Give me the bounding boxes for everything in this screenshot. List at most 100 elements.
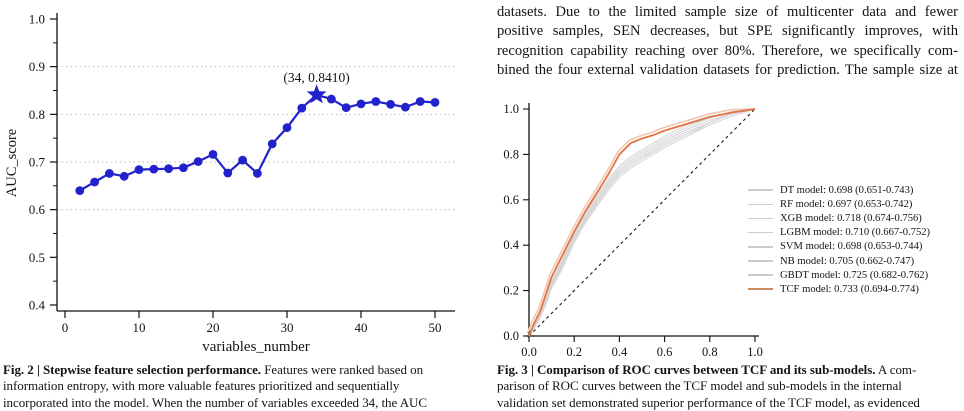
- legend-row-rf: RF model: 0.697 (0.653-0.742): [748, 197, 930, 211]
- fig2-ytick-label: 0.7: [29, 155, 46, 170]
- fig2-xtick-label: 0: [62, 320, 69, 335]
- legend-swatch: [748, 246, 773, 248]
- roc-curve-nb: [528, 108, 756, 337]
- legend-row-gbdt: GBDT model: 0.725 (0.682-0.762): [748, 268, 930, 282]
- fig2-axes: 0.4 0.5 0.6 0.7 0.8 0.9 1.0 0 10 20 30 40 50: [29, 12, 455, 335]
- fig2-xtick-label: 50: [429, 320, 442, 335]
- legend-label: XGB model: 0.718 (0.674-0.756): [780, 212, 922, 224]
- roc-curve-svm: [528, 108, 756, 337]
- roc-ytick-label: 1.0: [503, 102, 519, 116]
- roc-xtick-label: 0.4: [612, 345, 628, 359]
- fig2-data-point: [386, 99, 395, 109]
- legend-swatch: [748, 260, 773, 262]
- fig2-data-point: [208, 149, 218, 159]
- fig2-data-point: [75, 186, 85, 196]
- legend-swatch: [748, 274, 773, 276]
- roc-chart: 0.0 0.2 0.4 0.6 0.8 1.0 0.0 0.2 0.4 0.6 0.8 1.0: [503, 102, 762, 359]
- legend-row-lgbm: LGBM model: 0.710 (0.667-0.752): [748, 226, 930, 240]
- roc-axes: 0.0 0.2 0.4 0.6 0.8 1.0 0.0 0.2 0.4 0.6 0.8 1.0: [503, 102, 762, 359]
- fig2-data-point: [253, 169, 262, 178]
- body-text: datasets. Due to the limited sample size…: [497, 3, 958, 81]
- fig2-data-point: [179, 163, 188, 173]
- fig2-ytick-label: 0.8: [29, 107, 45, 122]
- roc-ytick-label: 0.4: [503, 238, 519, 252]
- fig2-gridlines: [57, 66, 455, 211]
- roc-curve-gbdt: [528, 108, 756, 337]
- fig2-ytick-label: 0.4: [29, 298, 46, 313]
- roc-curve-xgb: [528, 108, 756, 337]
- fig2-data-point: [90, 177, 99, 187]
- roc-ytick-label: 0.0: [503, 329, 519, 343]
- legend-swatch: [748, 203, 773, 206]
- fig2-data-point: [415, 97, 425, 106]
- fig2-series: [75, 84, 440, 196]
- legend-label: SVM model: 0.698 (0.653-0.744): [780, 241, 923, 253]
- fig2-data-point: [430, 98, 440, 107]
- fig2-yaxis-label: AUC_score: [4, 129, 20, 197]
- fig2-ytick-label: 0.6: [29, 202, 46, 217]
- fig3-caption-line1: Fig. 3 | Comparison of ROC curves betwee…: [497, 362, 917, 377]
- body-text-line: bined the four external validation datas…: [497, 62, 958, 79]
- roc-xtick-label: 1.0: [747, 345, 763, 359]
- fig2-data-point: [341, 103, 351, 113]
- fig2-ytick-label: 1.0: [29, 12, 45, 27]
- fig2-data-point: [119, 171, 129, 181]
- fig2-data-point: [223, 168, 233, 178]
- roc-curve-rf: [528, 108, 756, 337]
- fig2-xtick-label: 20: [207, 320, 220, 335]
- fig2-data-point: [193, 157, 203, 166]
- roc-series: [526, 108, 756, 337]
- fig2-data-point: [327, 94, 336, 104]
- roc-xtick-label: 0.0: [521, 345, 537, 359]
- legend-row-tcf: TCF model: 0.733 (0.694-0.774): [748, 282, 930, 296]
- legend-label: DT model: 0.698 (0.651-0.743): [780, 184, 914, 196]
- fig3-caption-line2: parison of ROC curves between the TCF mo…: [497, 378, 902, 394]
- body-text-line: datasets. Due to the limited sample size…: [497, 4, 958, 20]
- roc-curve-tcf-halo: [526, 108, 754, 334]
- legend-row-nb: NB model: 0.705 (0.662-0.747): [748, 254, 930, 268]
- roc-curve-tcf: [528, 108, 756, 337]
- roc-ytick-label: 0.2: [503, 284, 519, 298]
- fig3-caption: Fig. 3 | Comparison of ROC curves betwee…: [497, 362, 963, 411]
- fig2-caption-line1: Fig. 2 | Stepwise feature selection perf…: [3, 362, 424, 377]
- roc-xtick-label: 0.6: [657, 345, 673, 359]
- fig2-caption: Fig. 2 | Stepwise feature selection perf…: [3, 362, 469, 411]
- legend-swatch: [748, 288, 773, 291]
- legend-label: TCF model: 0.733 (0.694-0.774): [780, 283, 919, 295]
- fig2-data-point: [297, 103, 307, 113]
- fig2-caption-line3: incorporated into the model. When the nu…: [3, 394, 428, 410]
- fig2-caption-title: Fig. 2 | Stepwise feature selection perf…: [3, 362, 261, 377]
- legend-label: GBDT model: 0.725 (0.682-0.762): [780, 269, 929, 281]
- roc-curve-lgbm: [528, 108, 756, 337]
- fig2-data-point: [164, 164, 174, 174]
- fig2-data-point: [401, 102, 410, 112]
- legend-row-xgb: XGB model: 0.718 (0.674-0.756): [748, 211, 930, 225]
- roc-xtick-label: 0.8: [702, 345, 718, 359]
- legend-swatch: [748, 217, 773, 220]
- roc-diagonal-reference: [528, 108, 756, 337]
- fig3-caption-title: Fig. 3 | Comparison of ROC curves betwee…: [497, 362, 876, 377]
- roc-curve-dt: [528, 108, 756, 337]
- fig2-xtick-label: 10: [133, 320, 146, 335]
- body-text-line: positive samples, SEN decreases, but SPE…: [497, 23, 958, 40]
- fig2-xaxis-label: variables_number: [202, 339, 309, 355]
- fig2-data-point: [134, 165, 144, 175]
- legend-row-dt: DT model: 0.698 (0.651-0.743): [748, 183, 930, 197]
- roc-ytick-label: 0.8: [503, 147, 519, 161]
- legend-label: NB model: 0.705 (0.662-0.747): [780, 255, 915, 267]
- body-text-line: recognition capability reaching over 80%…: [497, 42, 958, 59]
- legend-label: LGBM model: 0.710 (0.667-0.752): [780, 227, 931, 239]
- fig2-data-point: [371, 97, 381, 106]
- fig2-chart: 0.4 0.5 0.6 0.7 0.8 0.9 1.0 0 10 20 30 40 50 variable…: [4, 12, 455, 355]
- legend-row-svm: SVM model: 0.698 (0.653-0.744): [748, 240, 930, 254]
- fig2-xtick-label: 30: [281, 320, 294, 335]
- fig2-star-marker: [306, 84, 327, 104]
- roc-xtick-label: 0.2: [566, 345, 582, 359]
- fig2-data-point: [105, 169, 114, 178]
- legend-swatch: [748, 189, 773, 191]
- fig2-ytick-label: 0.5: [29, 250, 45, 265]
- fig2-xtick-label: 40: [355, 320, 368, 335]
- legend-label: RF model: 0.697 (0.653-0.742): [780, 198, 913, 210]
- legend-swatch: [748, 231, 773, 234]
